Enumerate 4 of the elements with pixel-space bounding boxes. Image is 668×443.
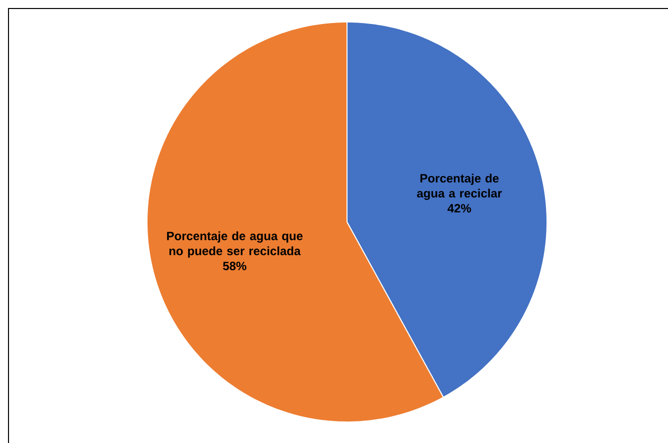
data-label: 42% xyxy=(448,204,472,213)
slice-label: Porcentaje de agua a reciclar xyxy=(417,174,502,200)
data-label: 58% xyxy=(223,262,246,270)
slice-label: Porcentaje de agua que no puede ser reciclada xyxy=(167,231,303,258)
